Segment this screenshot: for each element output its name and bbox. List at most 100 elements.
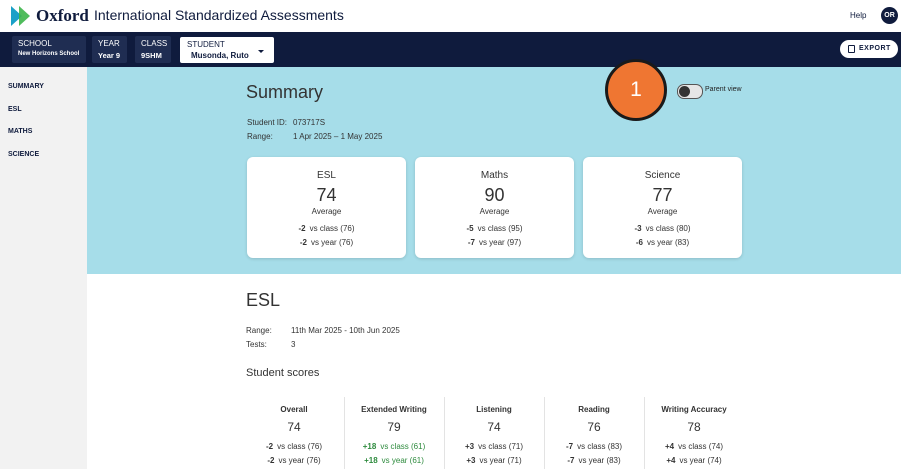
delta-text: vs class (76)	[309, 224, 355, 233]
delta-text: vs year (76)	[278, 456, 321, 465]
score-column: Reading 76 -7 vs class (83) -7 vs year (83)	[544, 397, 644, 469]
delta: +18	[364, 456, 378, 465]
filter-label: YEAR	[98, 39, 120, 48]
filter-label: CLASS	[141, 39, 168, 48]
filter-box[interactable]: YEAR Year 9	[92, 36, 127, 63]
score-column: Overall 74 -2 vs class (76) -2 vs year (76)	[244, 397, 344, 469]
sidebar-link[interactable]: SCIENCE	[8, 150, 40, 158]
sidebar-link[interactable]: MATHS	[8, 128, 33, 135]
student-select[interactable]: STUDENT Musonda, Ruto	[180, 37, 274, 63]
delta: -6	[635, 238, 643, 247]
column-value: 74	[487, 420, 501, 434]
filter-value: New Horizons School	[18, 51, 80, 57]
delta-text: vs year (83)	[646, 238, 690, 247]
score-column: Writing Accuracy 78 +4 vs class (74) +4 vs ye…	[644, 397, 744, 469]
column-value: 74	[287, 420, 301, 434]
delta-row: -2 vs year (76)	[247, 238, 406, 247]
export-icon	[848, 45, 855, 53]
subject-card: Science 77 Average -3 vs class (80) -6 vs year…	[583, 157, 742, 258]
delta-row: -7 vs year (83)	[544, 456, 644, 465]
delta-row: -3 vs class (80)	[583, 224, 742, 233]
column-divider	[544, 397, 545, 469]
delta: -2	[267, 456, 275, 465]
delta-text: vs class (95)	[477, 224, 523, 233]
delta: -2	[298, 224, 306, 233]
delta-text: vs class (76)	[277, 442, 323, 451]
delta: +4	[666, 456, 676, 465]
score-column: Listening 74 +3 vs class (71) +3 vs year (71)	[444, 397, 544, 469]
filter-value: 9SHM	[141, 51, 162, 60]
app-title: International Standardized Assessments	[94, 7, 344, 23]
delta-text: vs class (83)	[577, 442, 623, 451]
column-divider	[344, 397, 345, 469]
delta-row: -6 vs year (83)	[583, 238, 742, 247]
field-label: Range:	[246, 326, 272, 335]
avatar[interactable]: OR	[881, 7, 898, 24]
delta-text: vs year (61)	[381, 456, 424, 465]
delta: -2	[299, 238, 307, 247]
delta-row: -2 vs class (76)	[247, 224, 406, 233]
card-subject: ESL	[317, 170, 336, 181]
delta: -3	[634, 224, 642, 233]
parent-view-toggle[interactable]	[677, 84, 703, 99]
toggle-label: Parent view	[705, 86, 742, 93]
delta-text: vs class (80)	[645, 224, 691, 233]
column-value: 78	[687, 420, 701, 434]
delta-row: +4 vs year (74)	[644, 456, 744, 465]
export-label: EXPORT	[859, 45, 891, 52]
field-value: 3	[291, 340, 296, 349]
delta-row: -5 vs class (95)	[415, 224, 574, 233]
card-subject: Science	[644, 170, 681, 181]
delta-text: vs year (76)	[310, 238, 354, 247]
export-button[interactable]: EXPORT	[840, 40, 898, 58]
delta: -7	[565, 442, 574, 451]
card-caption: Average	[311, 207, 342, 216]
card-caption: Average	[647, 207, 678, 216]
delta-row: -7 vs year (97)	[415, 238, 574, 247]
delta-row: +18 vs year (61)	[344, 456, 444, 465]
column-name: Writing Accuracy	[661, 405, 727, 414]
subject-card: Maths 90 Average -5 vs class (95) -7 vs year (…	[415, 157, 574, 258]
score-column: Extended Writing 79 +18 vs class (61) +18 vs …	[344, 397, 444, 469]
delta-text: vs year (83)	[578, 456, 621, 465]
column-name: Extended Writing	[361, 405, 427, 414]
delta-text: vs class (74)	[678, 442, 724, 451]
filter-box[interactable]: CLASS 9SHM	[135, 36, 171, 63]
delta-text: vs year (71)	[479, 456, 522, 465]
toggle-knob	[679, 86, 690, 97]
field-value: 073717S	[293, 118, 326, 127]
help-link[interactable]: Help	[850, 11, 867, 20]
sidebar	[0, 67, 87, 469]
summary-title: Summary	[246, 82, 324, 102]
delta: -7	[467, 238, 475, 247]
delta-text: vs year (97)	[478, 238, 522, 247]
field-label: Student ID:	[247, 118, 288, 127]
card-value: 74	[316, 185, 337, 205]
filter-box[interactable]: SCHOOL New Horizons School	[12, 36, 86, 63]
delta-row: +18 vs class (61)	[344, 442, 444, 451]
logo-icon	[11, 6, 30, 26]
badge: 1	[605, 59, 667, 121]
scores-title: Student scores	[246, 367, 320, 379]
column-value: 76	[587, 420, 601, 434]
column-divider	[444, 397, 445, 469]
card-value: 90	[484, 185, 505, 205]
sidebar-link[interactable]: SUMMARY	[8, 83, 44, 90]
column-name: Overall	[280, 405, 308, 414]
delta-text: vs year (74)	[679, 456, 722, 465]
dropdown-arrow	[258, 50, 264, 53]
student-label: STUDENT	[187, 40, 225, 49]
field-value: 11th Mar 2025 - 10th Jun 2025	[291, 326, 400, 335]
delta: -7	[567, 456, 575, 465]
top-bar: Oxford International Standardized Assess…	[0, 0, 901, 32]
sidebar-link[interactable]: ESL	[8, 105, 22, 113]
card-caption: Average	[479, 207, 510, 216]
field-label: Tests:	[246, 340, 267, 349]
delta-text: vs class (61)	[380, 442, 426, 451]
column-value: 79	[387, 420, 401, 434]
column-name: Listening	[476, 405, 512, 414]
filter-value: Year 9	[98, 51, 121, 60]
student-value: Musonda, Ruto	[191, 51, 249, 60]
delta: +18	[362, 442, 377, 451]
